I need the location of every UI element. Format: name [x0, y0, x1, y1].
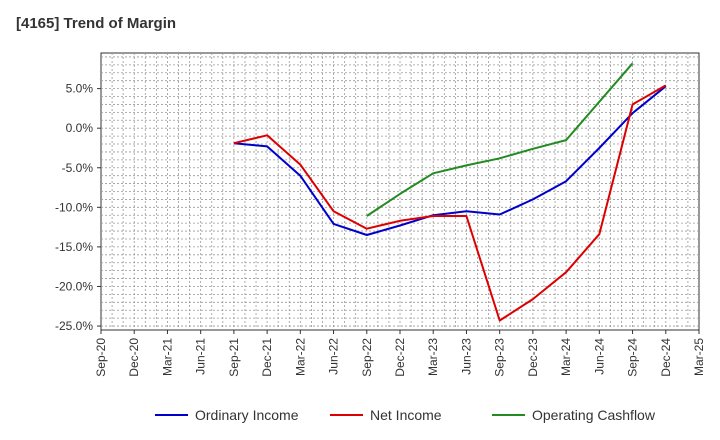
x-tick-label: Dec-20: [127, 338, 141, 377]
y-axis-ticks: 5.0% 0.0% -5.0% -10.0% -15.0% -20.0% -25.0%: [55, 82, 101, 333]
x-tick-label: Mar-22: [293, 338, 307, 376]
y-tick-label: -15.0%: [55, 240, 93, 254]
y-tick-label: -25.0%: [55, 319, 93, 333]
x-tick-label: Mar-21: [160, 338, 174, 376]
x-tick-label: Sep-24: [626, 338, 640, 377]
x-tick-label: Jun-22: [327, 338, 341, 375]
y-tick-label: 0.0%: [66, 121, 94, 135]
x-tick-label: Jun-24: [592, 338, 606, 375]
y-tick-label: 5.0%: [66, 82, 94, 96]
legend-label: Operating Cashflow: [532, 407, 656, 423]
x-axis-ticks: Sep-20 Dec-20 Mar-21 Jun-21 Sep-21 Dec-21 Mar-…: [94, 330, 706, 377]
chart-title: [4165] Trend of Margin: [16, 15, 177, 32]
series-lines: [233, 62, 667, 322]
y-tick-label: -5.0%: [62, 161, 94, 175]
legend-label: Net Income: [370, 407, 442, 423]
x-tick-label: Mar-24: [559, 338, 573, 376]
x-tick-label: Dec-22: [393, 338, 407, 377]
x-tick-label: Mar-23: [426, 338, 440, 376]
x-tick-label: Sep-21: [227, 338, 241, 377]
x-tick-label: Jun-21: [194, 338, 208, 375]
x-tick-label: Sep-22: [360, 338, 374, 377]
x-tick-label: Jun-23: [459, 338, 473, 375]
legend: Ordinary Income Net Income Operating Cashf…: [155, 407, 656, 423]
series-line-ordinary-income: [233, 85, 667, 236]
x-tick-label: Sep-20: [94, 338, 108, 377]
series-line-operating-cashflow: [366, 62, 634, 217]
y-tick-label: -10.0%: [55, 200, 93, 214]
x-tick-label: Dec-24: [659, 338, 673, 377]
y-tick-label: -20.0%: [55, 279, 93, 293]
legend-label: Ordinary Income: [195, 407, 299, 423]
x-tick-label: Dec-21: [260, 338, 274, 377]
x-tick-label: Sep-23: [493, 338, 507, 377]
x-tick-label: Mar-25: [692, 338, 706, 376]
x-tick-label: Dec-23: [526, 338, 540, 377]
series-line-net-income: [233, 84, 667, 322]
